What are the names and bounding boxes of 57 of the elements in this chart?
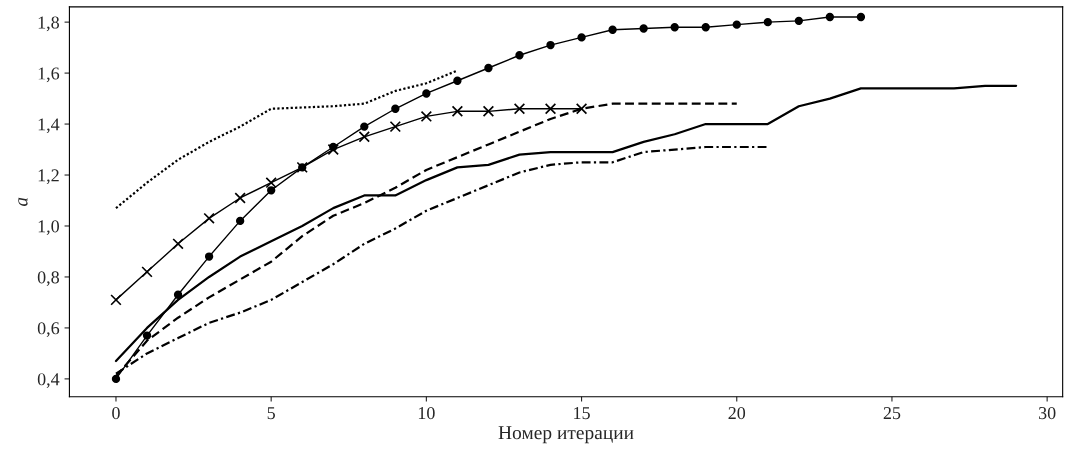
- point: [451, 105, 464, 118]
- x-tick-label: 25: [883, 407, 901, 420]
- point: [670, 23, 679, 32]
- point: [856, 12, 866, 22]
- point: [420, 110, 433, 123]
- point: [513, 103, 526, 115]
- point: [172, 238, 184, 250]
- point: [204, 252, 214, 261]
- point: [142, 331, 152, 340]
- point: [391, 104, 400, 113]
- point: [546, 40, 555, 50]
- y-tick-label: 1,6: [38, 67, 60, 83]
- y-tick-label: 1,8: [38, 16, 60, 32]
- y-tick-label: 0,6: [37, 322, 60, 337]
- point: [329, 142, 338, 152]
- point: [825, 12, 835, 22]
- point: [639, 24, 648, 33]
- point: [358, 131, 370, 143]
- point: [389, 120, 402, 133]
- point: [544, 103, 557, 115]
- line-series: [114, 69, 459, 210]
- point: [515, 51, 524, 60]
- point: [794, 16, 803, 26]
- y-tick-label: 1,4: [38, 118, 60, 134]
- point: [577, 33, 586, 42]
- point: [608, 25, 617, 34]
- point: [267, 186, 276, 195]
- x-tick-label: 20: [728, 406, 746, 420]
- x-tick-label: 10: [418, 406, 435, 420]
- x-tick-label: 0: [112, 406, 120, 420]
- point: [701, 23, 710, 32]
- point: [327, 143, 339, 156]
- point: [234, 192, 246, 204]
- point: [482, 105, 495, 118]
- x-tick-label: 5: [267, 407, 275, 420]
- point: [141, 266, 153, 278]
- point: [453, 76, 462, 85]
- point: [265, 176, 277, 189]
- y-tick-label: 0,4: [37, 373, 60, 388]
- point: [110, 294, 122, 306]
- y-axis-title: a: [18, 197, 28, 207]
- x-tick-label: 30: [1038, 406, 1056, 420]
- point: [111, 374, 121, 384]
- y-tick-label: 1,2: [38, 169, 59, 185]
- x-axis-title: Номер итерации: [498, 426, 634, 444]
- point: [173, 290, 183, 299]
- point: [422, 89, 431, 98]
- point: [235, 216, 245, 226]
- point: [360, 122, 369, 131]
- point: [575, 103, 588, 115]
- y-tick-label: 1,0: [38, 220, 60, 236]
- point: [203, 212, 215, 225]
- point: [484, 63, 493, 73]
- point: [732, 20, 741, 29]
- point: [763, 17, 772, 27]
- y-tick-label: 0,8: [37, 271, 60, 286]
- x-tick-label: 15: [574, 407, 590, 420]
